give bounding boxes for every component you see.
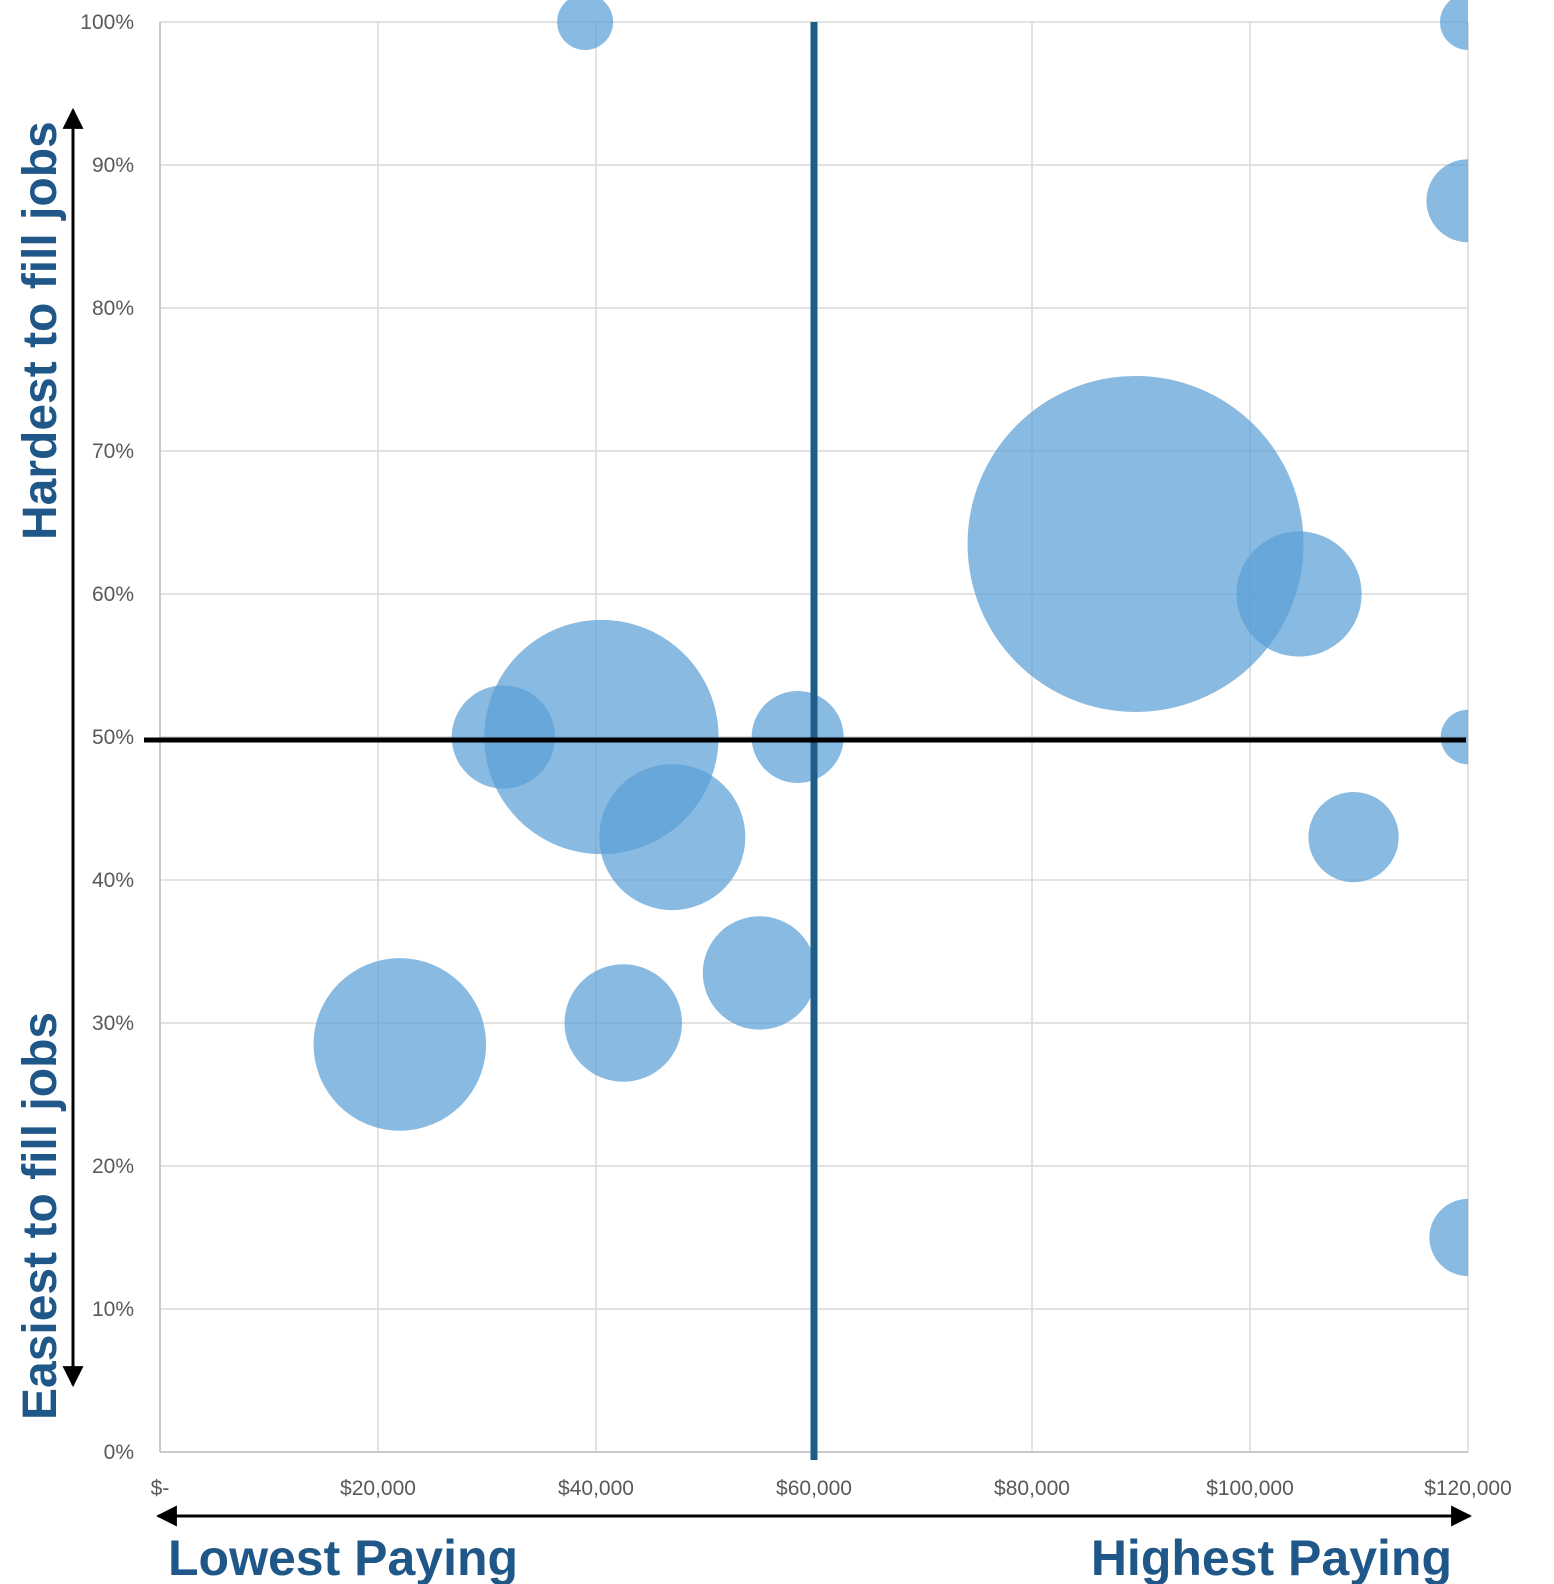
y-tick-label: 90% (92, 154, 134, 177)
annotation-hardest: Hardest to fill jobs (14, 121, 67, 540)
annotation-easiest: Easiest to fill jobs (14, 1012, 67, 1420)
y-tick-label: 70% (92, 440, 134, 463)
y-tick-label: 40% (92, 869, 134, 892)
y-tick-label: 20% (92, 1155, 134, 1178)
x-tick-label: $60,000 (776, 1477, 852, 1500)
y-tick-label: 60% (92, 583, 134, 606)
bubble-point (1236, 531, 1362, 657)
bubble-point (1426, 159, 1468, 243)
x-tick-label: $120,000 (1424, 1477, 1512, 1500)
annotation-highest-paying: Highest Paying (1091, 1530, 1452, 1584)
bubbles (313, 0, 1468, 1277)
x-tick-label: $20,000 (340, 1477, 416, 1500)
y-tick-label: 50% (92, 726, 134, 749)
y-tick-label: 30% (92, 1012, 134, 1035)
bubble-point (751, 690, 844, 784)
annotation-lowest-paying: Lowest Paying (168, 1530, 518, 1584)
bubble-point (1440, 709, 1468, 765)
x-tick-label: $- (151, 1477, 170, 1500)
bubble-point (557, 0, 614, 50)
tick-labels: 0% 10% 20% 30% 40% 50% 60% 70% 80% 90% 100% $- $20,0… (80, 11, 1512, 1500)
bubble-point (1429, 1198, 1468, 1277)
bubble-point (599, 764, 746, 911)
y-tick-label: 10% (92, 1298, 134, 1321)
y-tick-label: 80% (92, 297, 134, 320)
bubble-point (1440, 0, 1468, 50)
x-tick-label: $80,000 (994, 1477, 1070, 1500)
bubble-point (1308, 791, 1399, 883)
bubble-point (967, 375, 1304, 712)
x-tick-label: $40,000 (558, 1477, 634, 1500)
bubble-point (702, 916, 817, 1030)
bubble-point (313, 958, 487, 1131)
reference-lines (144, 22, 1466, 1460)
y-tick-label: 0% (104, 1441, 134, 1464)
x-tick-label: $100,000 (1206, 1477, 1294, 1500)
bubble-point (564, 964, 682, 1082)
y-tick-label: 100% (80, 11, 134, 34)
